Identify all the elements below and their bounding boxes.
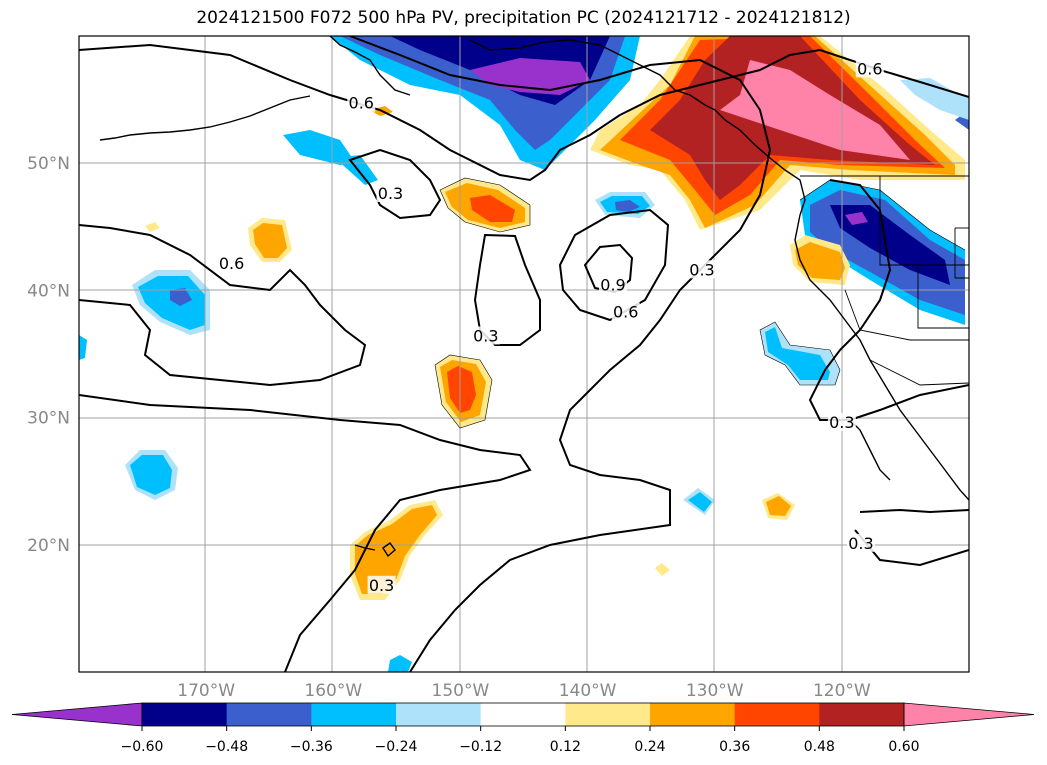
colorbar-segment <box>142 703 228 726</box>
colorbar-tick-label: 0.12 <box>550 739 581 755</box>
lat-label: 30°N <box>27 409 70 429</box>
contour-label: 0.3 <box>689 260 714 279</box>
colorbar-tick-label: 0.24 <box>634 739 665 755</box>
contour-label: 0.3 <box>378 184 403 203</box>
lat-label: 40°N <box>27 281 70 301</box>
contour-label-bg <box>688 260 716 279</box>
contour-label: 0.6 <box>613 302 638 321</box>
contour-label-bg <box>367 575 396 594</box>
colorbar-segment <box>819 703 905 726</box>
lon-label: 120°W <box>813 681 871 701</box>
colorbar-tick-label: 0.60 <box>888 739 919 755</box>
colorbar-tick-label: 0.36 <box>719 739 750 755</box>
contour-label-bg <box>855 59 884 78</box>
map-gridlines <box>79 36 969 672</box>
contour-label: 0.6 <box>349 94 374 113</box>
colorbar-tick-label: −0.36 <box>290 739 333 755</box>
colorbar-extend-high <box>903 702 1035 727</box>
longitude-labels: 170°W 160°W 150°W 140°W 130°W 120°W <box>177 681 871 701</box>
latitude-labels: 50°N 40°N 30°N 20°N <box>27 154 70 556</box>
contour-label-bg <box>611 302 640 321</box>
map-frame <box>78 35 970 673</box>
contour-label: 0.3 <box>473 326 498 345</box>
contour-label: 0.6 <box>219 254 244 273</box>
contour-label: 0.6 <box>857 59 882 78</box>
colorbar-tick-label: −0.12 <box>459 739 502 755</box>
colorbar-segment <box>650 703 736 726</box>
colorbar-segment <box>480 703 566 726</box>
contour-label: 0.9 <box>600 276 625 295</box>
lon-label: 140°W <box>559 681 617 701</box>
colorbar-frame <box>141 702 905 727</box>
colorbar-tick-label: −0.60 <box>121 739 164 755</box>
lon-label: 130°W <box>686 681 744 701</box>
contour-label: 0.3 <box>369 576 394 595</box>
colorbar-segment <box>734 703 820 726</box>
contour-label-bg <box>599 275 627 294</box>
colorbar-tick-label: 0.48 <box>804 739 835 755</box>
contour-label-bg <box>846 533 875 552</box>
contour-label-bg <box>217 253 246 272</box>
chart-title: 2024121500 F072 500 hPa PV, precipitatio… <box>196 8 851 28</box>
colorbar-extend-low <box>11 702 143 727</box>
lat-label: 50°N <box>27 154 70 174</box>
colorbar-segment <box>396 703 482 726</box>
contour-label-bg <box>827 412 856 431</box>
political-borders <box>800 175 969 386</box>
lon-label: 160°W <box>304 681 362 701</box>
coastlines <box>99 36 969 558</box>
colorbar: −0.60 −0.48 −0.36 −0.24 −0.12 0.12 0.24 0.36 0.4… <box>11 702 1035 755</box>
contour-label-bg <box>376 184 405 202</box>
pv-contours <box>79 36 969 672</box>
colorbar-segment <box>565 703 651 726</box>
contour-label-bg <box>347 93 376 112</box>
colorbar-tick-label: −0.24 <box>375 739 418 755</box>
precip-outlines <box>434 177 966 429</box>
contour-label: 0.3 <box>829 413 854 432</box>
contour-labels: 0.6 0.6 0.3 0.6 0.9 0.6 0.3 0.3 0.3 0.3 0.3 <box>217 59 884 595</box>
lat-label: 20°N <box>27 536 70 556</box>
colorbar-segment <box>226 703 312 726</box>
contour-label: 0.3 <box>848 534 873 553</box>
lon-label: 150°W <box>432 681 490 701</box>
contour-label-bg <box>471 326 500 345</box>
lon-label: 170°W <box>177 681 235 701</box>
colorbar-tick-label: −0.48 <box>205 739 248 755</box>
colorbar-segment <box>311 703 397 726</box>
